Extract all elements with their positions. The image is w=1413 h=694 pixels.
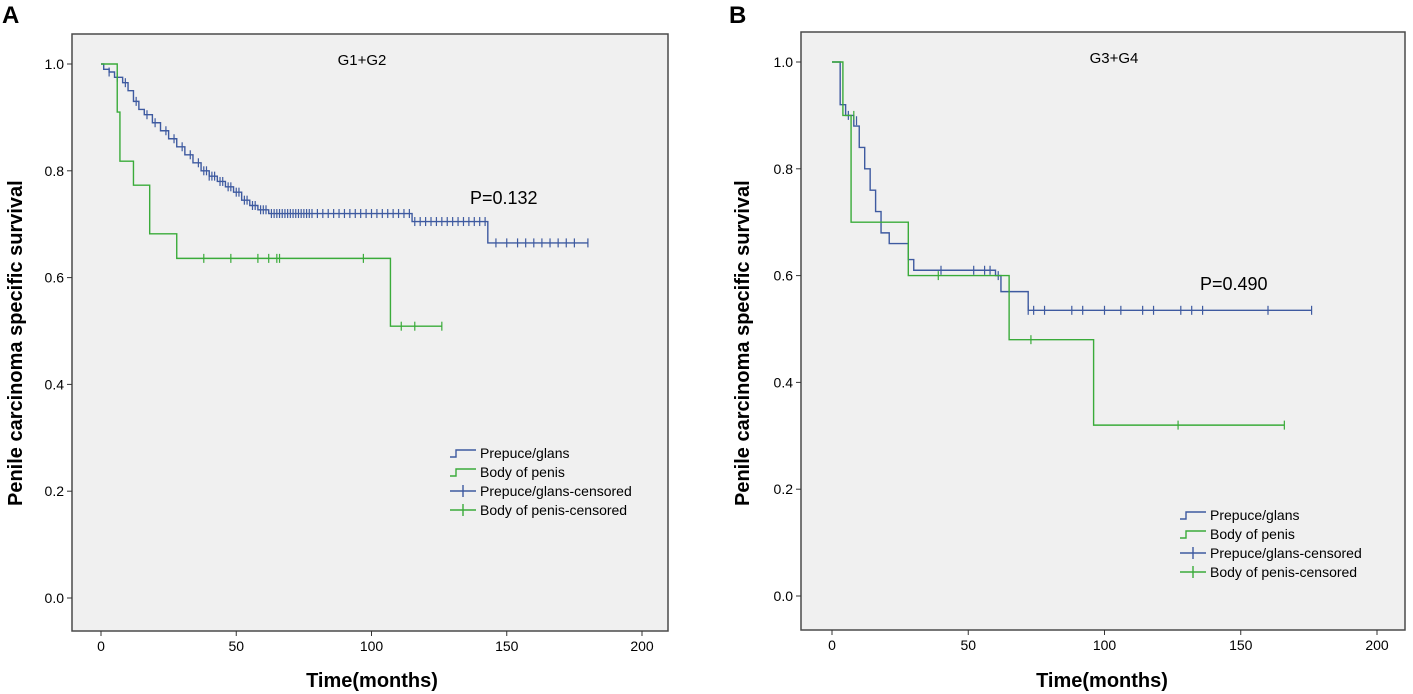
plot-area: [71, 33, 669, 632]
survival-chart-a: 0.0 0.2 0.4 0.6 0.8 1.0 0 50 100 150 200 G1+G2 P=0.1…: [45, 33, 669, 654]
x-tick-label: 50: [960, 637, 976, 653]
x-axis-label: Time(months): [1036, 670, 1168, 692]
y-tick-label: 1.0: [45, 56, 65, 72]
x-tick-label: 100: [360, 638, 384, 654]
y-tick-label: 0.0: [774, 588, 794, 604]
panel-label: A: [2, 2, 20, 29]
x-tick-label: 150: [495, 638, 519, 654]
legend-label: Body of penis: [1210, 526, 1295, 542]
legend-label: Prepuce/glans-censored: [480, 483, 632, 499]
x-tick-label: 200: [630, 638, 654, 654]
legend-label: Prepuce/glans-censored: [1210, 545, 1362, 561]
y-tick-label: 1.0: [774, 54, 794, 70]
legend-swatch: [450, 449, 476, 458]
survival-chart-b: 0.0 0.2 0.4 0.6 0.8 1.0 0 50 100 150 200 G3+G4 P=0.4…: [774, 31, 1406, 653]
chart-title: G3+G4: [1090, 50, 1139, 67]
y-tick-label: 0.2: [45, 483, 65, 499]
x-tick-label: 50: [228, 638, 244, 654]
x-tick-label: 200: [1365, 637, 1389, 653]
x-axis-label: Time(months): [306, 670, 438, 692]
legend-swatch: [450, 468, 476, 477]
survival-curve-body-of-penis: [832, 61, 1285, 426]
panel-label: B: [729, 2, 747, 29]
legend-swatch: [1180, 566, 1206, 578]
legend-label: Body of penis-censored: [480, 502, 627, 518]
legend-swatch: [1180, 511, 1206, 520]
panel-b: B Penile carcinoma specific survival Tim…: [722, 0, 1413, 694]
y-tick-label: 0.6: [45, 270, 65, 286]
survival-curve-body-of-penis: [101, 63, 442, 327]
legend-label: Prepuce/glans: [1210, 507, 1300, 523]
x-tick-label: 0: [828, 637, 836, 653]
legend-swatch: [450, 504, 476, 516]
x-tick-label: 150: [1229, 637, 1253, 653]
legend-label: Prepuce/glans: [480, 445, 570, 461]
legend-swatch: [1180, 547, 1206, 559]
y-tick-label: 0.0: [45, 590, 65, 606]
x-tick-label: 100: [1093, 637, 1117, 653]
legend-swatch: [450, 485, 476, 497]
plot-area: [800, 31, 1406, 631]
x-tick-label: 0: [97, 638, 105, 654]
chart-title: G1+G2: [338, 52, 387, 69]
y-tick-label: 0.4: [774, 374, 794, 390]
legend-swatch: [1180, 530, 1206, 539]
panel-a: A Penile carcinoma specific survival Tim…: [0, 0, 700, 694]
p-value-annotation: P=0.132: [470, 188, 538, 208]
legend-label: Body of penis-censored: [1210, 564, 1357, 580]
p-value-annotation: P=0.490: [1200, 274, 1268, 294]
y-tick-label: 0.2: [774, 481, 794, 497]
y-tick-label: 0.4: [45, 376, 65, 392]
y-tick-label: 0.8: [774, 161, 794, 177]
legend-label: Body of penis: [480, 464, 565, 480]
y-tick-label: 0.6: [774, 268, 794, 284]
y-tick-label: 0.8: [45, 163, 65, 179]
